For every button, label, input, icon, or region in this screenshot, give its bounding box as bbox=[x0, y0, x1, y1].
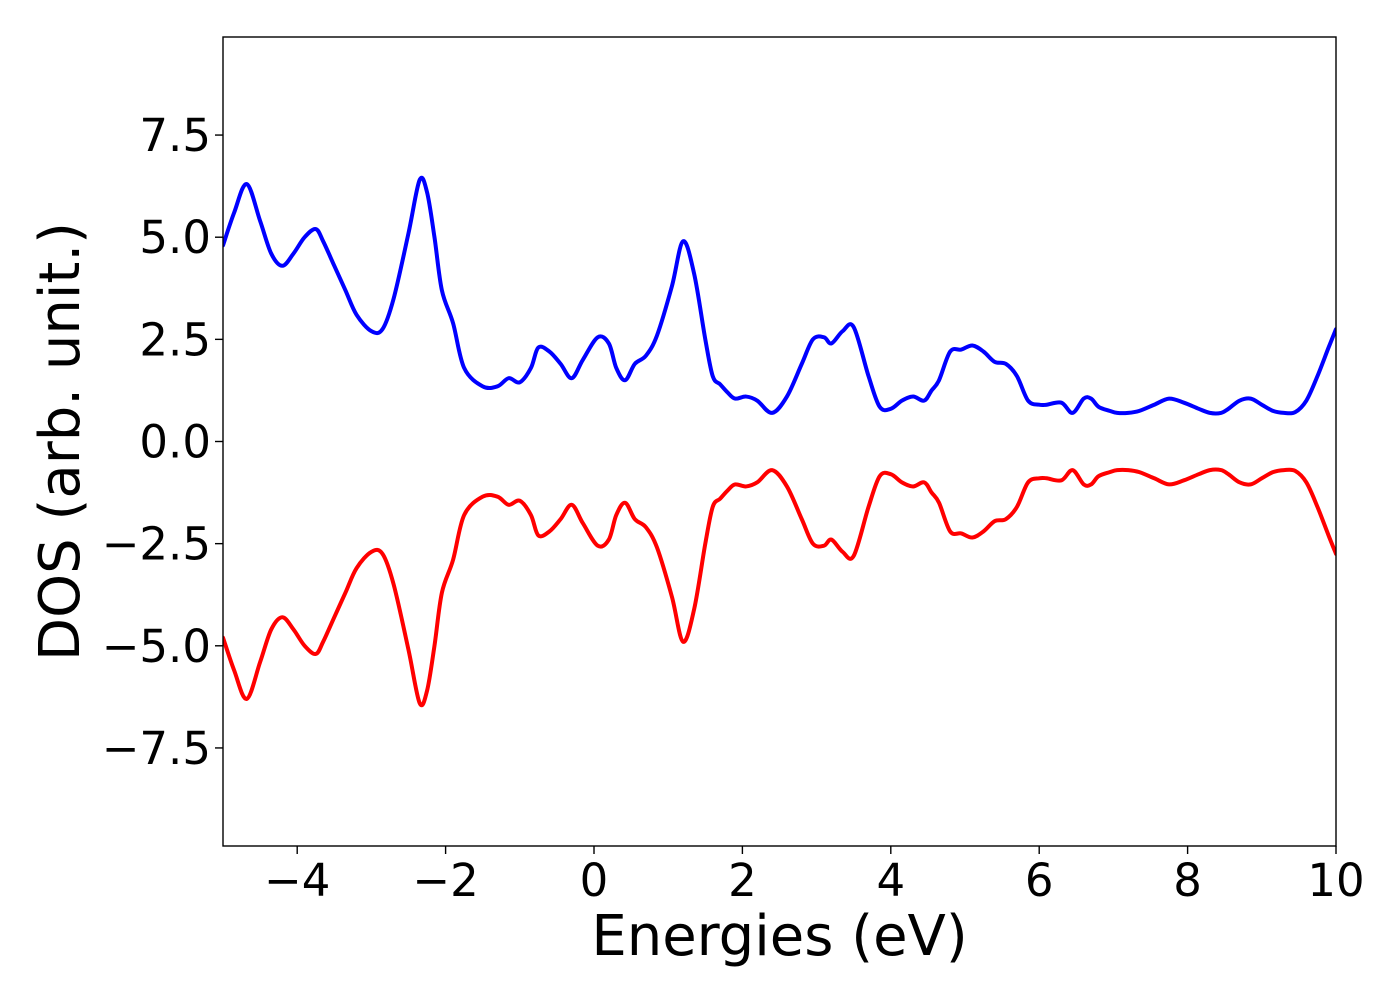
series-line-1 bbox=[223, 175, 1336, 416]
y-axis-label: DOS (arb. unit.) bbox=[28, 222, 93, 661]
x-tick-label: 8 bbox=[1173, 854, 1202, 907]
x-tick-label: −2 bbox=[412, 854, 478, 907]
series-layer bbox=[223, 175, 1336, 708]
x-axis: −4 −2 0 2 4 6 8 10 bbox=[264, 846, 1365, 907]
x-tick-label: −4 bbox=[264, 854, 330, 907]
y-axis: −7.5 −5.0 −2.5 0.0 2.5 5.0 7.5 bbox=[102, 109, 223, 775]
x-tick-label: 6 bbox=[1025, 854, 1054, 907]
y-tick-label: −5.0 bbox=[102, 620, 211, 673]
series-line-2 bbox=[223, 467, 1336, 708]
y-tick-label: 0.0 bbox=[139, 416, 211, 469]
y-tick-label: −2.5 bbox=[102, 518, 211, 571]
x-axis-label: Energies (eV) bbox=[591, 904, 967, 969]
x-tick-label: 4 bbox=[876, 854, 905, 907]
y-tick-label: 7.5 bbox=[139, 109, 211, 162]
y-tick-label: −7.5 bbox=[102, 722, 211, 775]
y-tick-label: 2.5 bbox=[139, 313, 211, 366]
y-tick-label: 5.0 bbox=[139, 211, 211, 264]
x-tick-label: 0 bbox=[580, 854, 609, 907]
x-tick-label: 2 bbox=[728, 854, 757, 907]
x-tick-label: 10 bbox=[1307, 854, 1364, 907]
